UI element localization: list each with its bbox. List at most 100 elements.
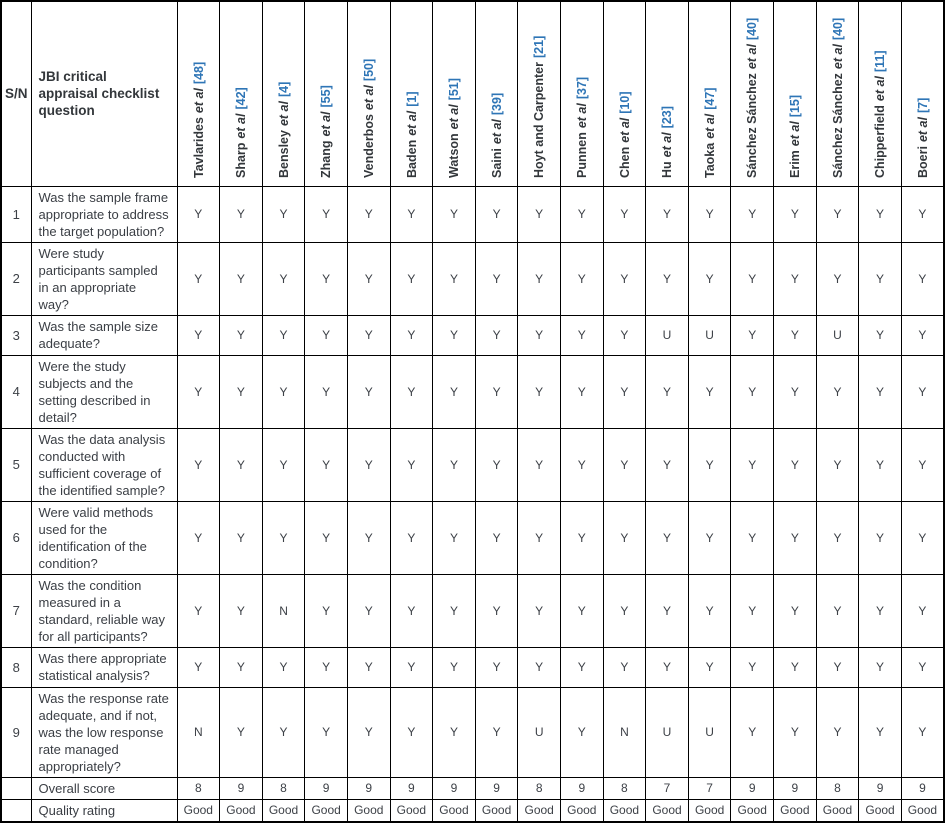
- study-citation: [23]: [659, 105, 674, 128]
- answer-cell: Y: [261, 241, 306, 316]
- answer-cell: U: [517, 686, 561, 778]
- answer-cell: Y: [261, 185, 306, 243]
- summary-value-cell: Good: [176, 798, 221, 823]
- answer-cell: Y: [389, 573, 434, 648]
- answer-cell: Y: [900, 573, 945, 648]
- study-name: Chipperfield: [872, 104, 887, 178]
- answer-cell: Y: [858, 427, 902, 502]
- answer-cell: Y: [687, 646, 732, 688]
- summary-value-cell: 8: [602, 776, 647, 800]
- answer-cell: Y: [730, 427, 775, 502]
- answer-cell: Y: [432, 427, 476, 502]
- study-header: Zhang et al [55]: [304, 0, 348, 187]
- summary-value-cell: Good: [517, 798, 561, 823]
- study-name: Taoka: [702, 142, 717, 178]
- answer-cell: Y: [602, 354, 647, 429]
- study-etal: et al: [574, 102, 589, 128]
- study-header-rotated-label: Sharp et al [42]: [221, 4, 262, 186]
- study-name: Baden: [404, 139, 419, 178]
- answer-cell: Y: [432, 646, 476, 688]
- answer-cell: Y: [474, 314, 519, 356]
- study-header: Chen et al [10]: [602, 0, 647, 187]
- answer-cell: Y: [517, 314, 561, 356]
- answer-cell: Y: [773, 241, 817, 316]
- answer-cell: Y: [900, 354, 945, 429]
- answer-cell: Y: [261, 354, 306, 429]
- question-text: Was the response rate adequate, and if n…: [30, 686, 178, 778]
- answer-cell: Y: [900, 500, 945, 575]
- study-header-rotated-label: Saini et al [39]: [476, 4, 517, 186]
- answer-cell: Y: [730, 314, 775, 356]
- answer-cell: Y: [474, 354, 519, 429]
- summary-value-cell: 9: [900, 776, 945, 800]
- answer-cell: Y: [559, 573, 604, 648]
- answer-cell: Y: [815, 185, 860, 243]
- answer-cell: Y: [432, 241, 476, 316]
- answer-cell: Y: [517, 500, 561, 575]
- answer-cell: Y: [858, 241, 902, 316]
- study-etal: et al: [702, 113, 717, 139]
- study-name: Erim: [787, 149, 802, 178]
- study-header: Sánchez Sánchez et al [40]: [730, 0, 775, 187]
- answer-cell: Y: [176, 241, 221, 316]
- study-citation: [40]: [830, 17, 845, 40]
- summary-row: Overall score 8 9 8 9 9 9 9 9 8 9 8 7 7 9 9 8 9 9: [0, 776, 945, 800]
- summary-value-cell: Good: [730, 798, 775, 823]
- study-name: Chen: [617, 146, 632, 178]
- answer-cell: Y: [602, 500, 647, 575]
- study-header: Baden et al [1]: [389, 0, 434, 187]
- study-header: Boeri et al [7]: [900, 0, 945, 187]
- study-etal: et al: [446, 103, 461, 129]
- study-citation: [48]: [191, 61, 205, 84]
- answer-cell: Y: [815, 427, 860, 502]
- answer-cell: Y: [815, 500, 860, 575]
- answer-cell: Y: [900, 241, 945, 316]
- question-row: 9 Was the response rate adequate, and if …: [0, 686, 945, 778]
- answer-cell: Y: [687, 500, 732, 575]
- answer-cell: Y: [858, 185, 902, 243]
- answer-cell: Y: [773, 573, 817, 648]
- study-citation: [37]: [574, 76, 589, 99]
- summary-value-cell: 7: [645, 776, 689, 800]
- answer-cell: Y: [559, 354, 604, 429]
- answer-cell: Y: [346, 686, 391, 778]
- study-header-rotated-label: Tavlarides et al [48]: [178, 4, 219, 186]
- summary-value-cell: 9: [304, 776, 348, 800]
- summary-value-cell: Good: [219, 798, 263, 823]
- answer-cell: Y: [176, 573, 221, 648]
- study-header-rotated-label: Erim et al [15]: [775, 4, 816, 186]
- answer-cell: Y: [645, 646, 689, 688]
- study-name: Tavlarides: [191, 116, 205, 178]
- answer-cell: Y: [645, 185, 689, 243]
- answer-cell: Y: [304, 314, 348, 356]
- answer-cell: Y: [304, 686, 348, 778]
- study-header-rotated-label: Taoka et al [47]: [689, 4, 730, 186]
- study-etal: et al: [872, 75, 887, 101]
- summary-value-cell: 8: [815, 776, 860, 800]
- study-header-rotated-label: Watson et al [51]: [434, 4, 475, 186]
- answer-cell: U: [687, 314, 732, 356]
- answer-cell: Y: [474, 573, 519, 648]
- summary-value-cell: Good: [261, 798, 306, 823]
- study-header: Hoyt and Carpenter [21]: [517, 0, 561, 187]
- study-header-rotated-label: Boeri et al [7]: [902, 4, 943, 186]
- summary-value-cell: 9: [773, 776, 817, 800]
- question-row: 1 Was the sample frame appropriate to add…: [0, 185, 945, 243]
- summary-value-cell: Good: [602, 798, 647, 823]
- answer-cell: Y: [517, 646, 561, 688]
- summary-sn-empty: [0, 776, 32, 800]
- answer-cell: Y: [304, 354, 348, 429]
- summary-label: Overall score: [30, 776, 178, 800]
- study-citation: [1]: [404, 91, 419, 107]
- summary-value-cell: Good: [559, 798, 604, 823]
- summary-value-cell: Good: [389, 798, 434, 823]
- study-header-rotated-label: Hu et al [23]: [647, 4, 688, 186]
- answer-cell: Y: [773, 314, 817, 356]
- question-row: 6 Were valid methods used for the identif…: [0, 500, 945, 575]
- study-etal: et al: [830, 43, 845, 69]
- row-number: 6: [0, 500, 32, 575]
- summary-value-cell: 8: [517, 776, 561, 800]
- study-header: Saini et al [39]: [474, 0, 519, 187]
- summary-value-cell: 9: [858, 776, 902, 800]
- study-name: Hoyt and Carpenter: [531, 61, 546, 178]
